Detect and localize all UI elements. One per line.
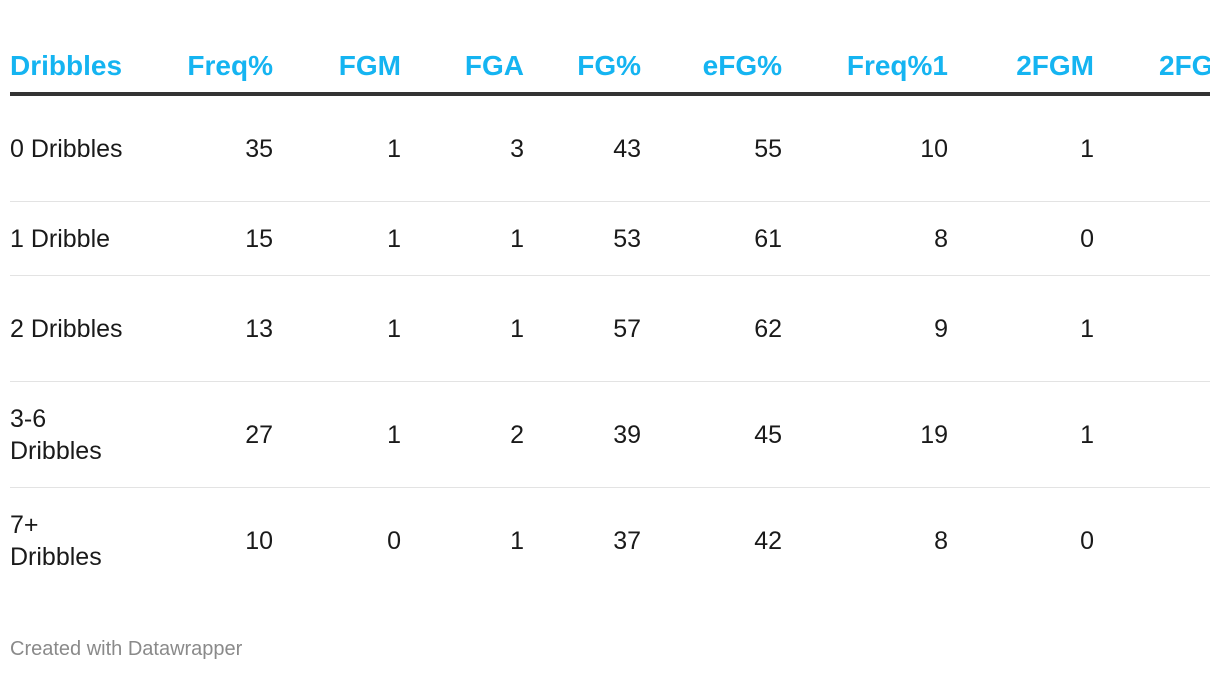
table-cell: 3 xyxy=(401,94,524,202)
table-row: 7+ Dribbles 10 0 1 37 42 8 0 xyxy=(10,488,1210,595)
table-cell: 1 xyxy=(273,381,401,488)
table-cell: 2 xyxy=(401,381,524,488)
table-cell: 39 xyxy=(524,381,641,488)
table-cell: 10 xyxy=(245,527,273,555)
column-header[interactable]: Freq%1 xyxy=(782,40,948,96)
row-label: 3-6 Dribbles xyxy=(10,381,130,488)
table-cell: 61 xyxy=(641,201,782,276)
table-cell: 1 xyxy=(401,201,524,276)
table-row: 3-6 Dribbles 27 1 2 39 45 19 1 xyxy=(10,381,1210,488)
table-cell: 62 xyxy=(641,275,782,382)
column-header[interactable]: 2FGM xyxy=(948,40,1094,96)
table-cell xyxy=(1094,201,1210,276)
table-cell: 1 xyxy=(510,527,524,555)
table-cell: 35 xyxy=(130,94,273,202)
table-cell: 45 xyxy=(641,381,782,488)
column-header[interactable]: FGA xyxy=(401,40,524,96)
column-header[interactable]: 2FG xyxy=(1094,40,1210,96)
footer-credit[interactable]: Created with Datawrapper xyxy=(10,638,243,660)
row-label: 7+ Dribbles xyxy=(10,511,102,571)
table-cell: 1 xyxy=(401,275,524,382)
table-row: 1 Dribble 15 1 1 53 61 8 0 xyxy=(10,201,1210,276)
row-label: 0 Dribbles xyxy=(10,94,130,202)
data-table: Dribbles Freq% FGM FGA FG% eFG% Freq%1 2… xyxy=(10,40,1210,594)
row-label: 2 Dribbles xyxy=(10,275,130,382)
header-row: Dribbles Freq% FGM FGA FG% eFG% Freq%1 2… xyxy=(10,40,1210,96)
table-cell: 15 xyxy=(130,201,273,276)
table-cell: 1 xyxy=(948,275,1094,382)
table-cell: 57 xyxy=(524,275,641,382)
table-cell: 8 xyxy=(782,201,948,276)
table-cell: 53 xyxy=(524,201,641,276)
table-cell: 1 xyxy=(948,94,1094,202)
data-table-container: Dribbles Freq% FGM FGA FG% eFG% Freq%1 2… xyxy=(10,40,1210,594)
table-cell: 9 xyxy=(782,275,948,382)
column-header[interactable]: FG% xyxy=(524,40,641,96)
table-row: 0 Dribbles 35 1 3 43 55 10 1 xyxy=(10,94,1210,202)
table-cell: 10 xyxy=(782,94,948,202)
table-cell: 37 xyxy=(613,527,641,555)
table-cell xyxy=(1094,275,1210,382)
table-cell: 1 xyxy=(948,381,1094,488)
table-cell: 1 xyxy=(273,275,401,382)
table-row: 2 Dribbles 13 1 1 57 62 9 1 xyxy=(10,275,1210,382)
table-cell: 8 xyxy=(934,527,948,555)
table-cell: 27 xyxy=(130,381,273,488)
table-cell: 0 xyxy=(948,201,1094,276)
table-cell: 1 xyxy=(273,94,401,202)
table-cell: 0 xyxy=(387,527,401,555)
column-header[interactable]: FGM xyxy=(273,40,401,96)
table-cell xyxy=(1094,94,1210,202)
table-cell: 42 xyxy=(754,527,782,555)
table-cell: 1 xyxy=(273,201,401,276)
table-cell: 43 xyxy=(524,94,641,202)
table-cell xyxy=(1094,381,1210,488)
table-cell: 19 xyxy=(782,381,948,488)
table-cell: 0 xyxy=(1080,527,1094,555)
column-header[interactable]: Dribbles xyxy=(10,40,130,96)
table-cell: 55 xyxy=(641,94,782,202)
row-label: 1 Dribble xyxy=(10,201,130,276)
table-cell xyxy=(1094,488,1210,595)
column-header[interactable]: eFG% xyxy=(641,40,782,96)
table-cell: 13 xyxy=(130,275,273,382)
column-header[interactable]: Freq% xyxy=(130,40,273,96)
